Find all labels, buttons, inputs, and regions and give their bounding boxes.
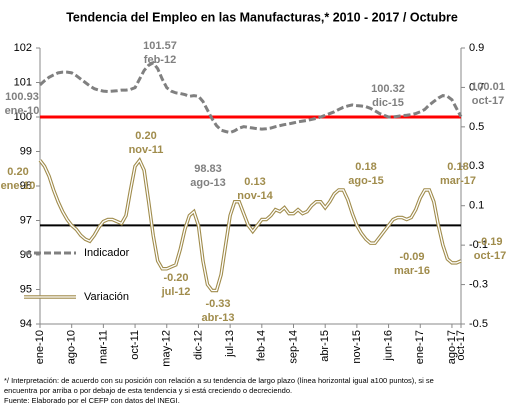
annotation-value: -0.33 [205,298,230,310]
y-tick-label: 101 [14,76,32,88]
annotation-date: jul-12 [161,286,191,298]
annotation-date: mar-16 [394,265,430,277]
x-tick-label: oct-11 [129,330,141,360]
x-tick-label: oct-17 [455,330,467,361]
annotation-date: nov-11 [129,144,164,156]
annotation-date: ene-10 [1,180,36,192]
footnote: Fuente: Elaborado por el CEFP con datos … [4,396,180,405]
annotation-value: -0.19 [477,236,502,248]
x-tick-label: feb-14 [256,330,268,361]
footnote: */ Interpretación: de acuerdo con su pos… [4,376,434,385]
y2-tick-label: 0.7 [469,81,484,93]
annotation-date: ene-10 [5,105,40,117]
x-tick-label: ago-10 [66,330,78,364]
annotation-value: -0.09 [399,251,424,263]
annotation-value: 98.83 [194,163,222,175]
y-tick-label: 102 [14,42,32,54]
x-tick-label: nov-15 [351,330,363,364]
annotation-value: 0.20 [135,130,156,142]
y-tick-label: 97 [20,214,32,226]
annotation-value: 0.18 [355,161,376,173]
annotation-date: nov-14 [237,190,273,202]
y2-tick-label: 0.9 [469,42,484,54]
legend-label: Variación [84,291,129,303]
annotation-date: mar-17 [440,175,476,187]
annotation-date: ago-13 [190,177,225,189]
x-tick-label: ene-10 [34,330,46,364]
annotation-value: 0.13 [244,176,265,188]
x-tick-label: ene-17 [414,330,426,364]
annotation-value: 0.20 [7,166,28,178]
y2-tick-label: 0.1 [469,200,484,212]
annotation-value: 100.93 [5,91,39,103]
y2-tick-label: 0.5 [469,121,484,133]
x-tick-label: may-12 [161,330,173,367]
y2-tick-label: -0.5 [469,318,488,330]
x-tick-label: mar-11 [97,330,109,364]
x-tick-label: jul-13 [224,330,236,358]
annotation-value: 100.32 [371,83,405,95]
x-tick-label: dic-12 [192,330,204,360]
x-tick-label: sep-14 [287,330,299,364]
x-tick-label: ago-17 [446,330,458,364]
annotation-value: 0.18 [447,161,468,173]
y-tick-label: 98 [20,180,32,192]
y-tick-label: 96 [20,249,32,261]
annotation-date: ago-15 [348,175,383,187]
annotation-date: feb-12 [144,54,176,66]
annotation-date: oct-17 [472,95,504,107]
annotation-date: oct-17 [474,250,506,262]
y2-tick-label: -0.3 [469,278,488,290]
annotation-value: 101.57 [143,40,177,52]
y-tick-label: 99 [20,145,32,157]
series-line [38,60,463,135]
annotation-date: abr-13 [201,312,234,324]
annotation-value: -0.20 [163,272,188,284]
legend-label: Indicador [84,247,130,259]
x-tick-label: jun-16 [382,330,394,362]
y2-tick-label: -0.1 [469,239,488,251]
y-tick-label: 95 [20,283,32,295]
y-tick-label: 94 [20,318,32,330]
annotation-value: 100.01 [471,81,505,93]
series-line-inner [39,159,462,292]
y-tick-label: 100 [14,111,32,123]
x-tick-label: abr-15 [319,330,331,362]
chart-title: Tendencia del Empleo en las Manufacturas… [66,10,458,24]
footnote: encuentra por arriba o por debajo de est… [4,386,292,395]
y2-tick-label: 0.3 [469,160,484,172]
annotation-date: dic-15 [372,97,404,109]
